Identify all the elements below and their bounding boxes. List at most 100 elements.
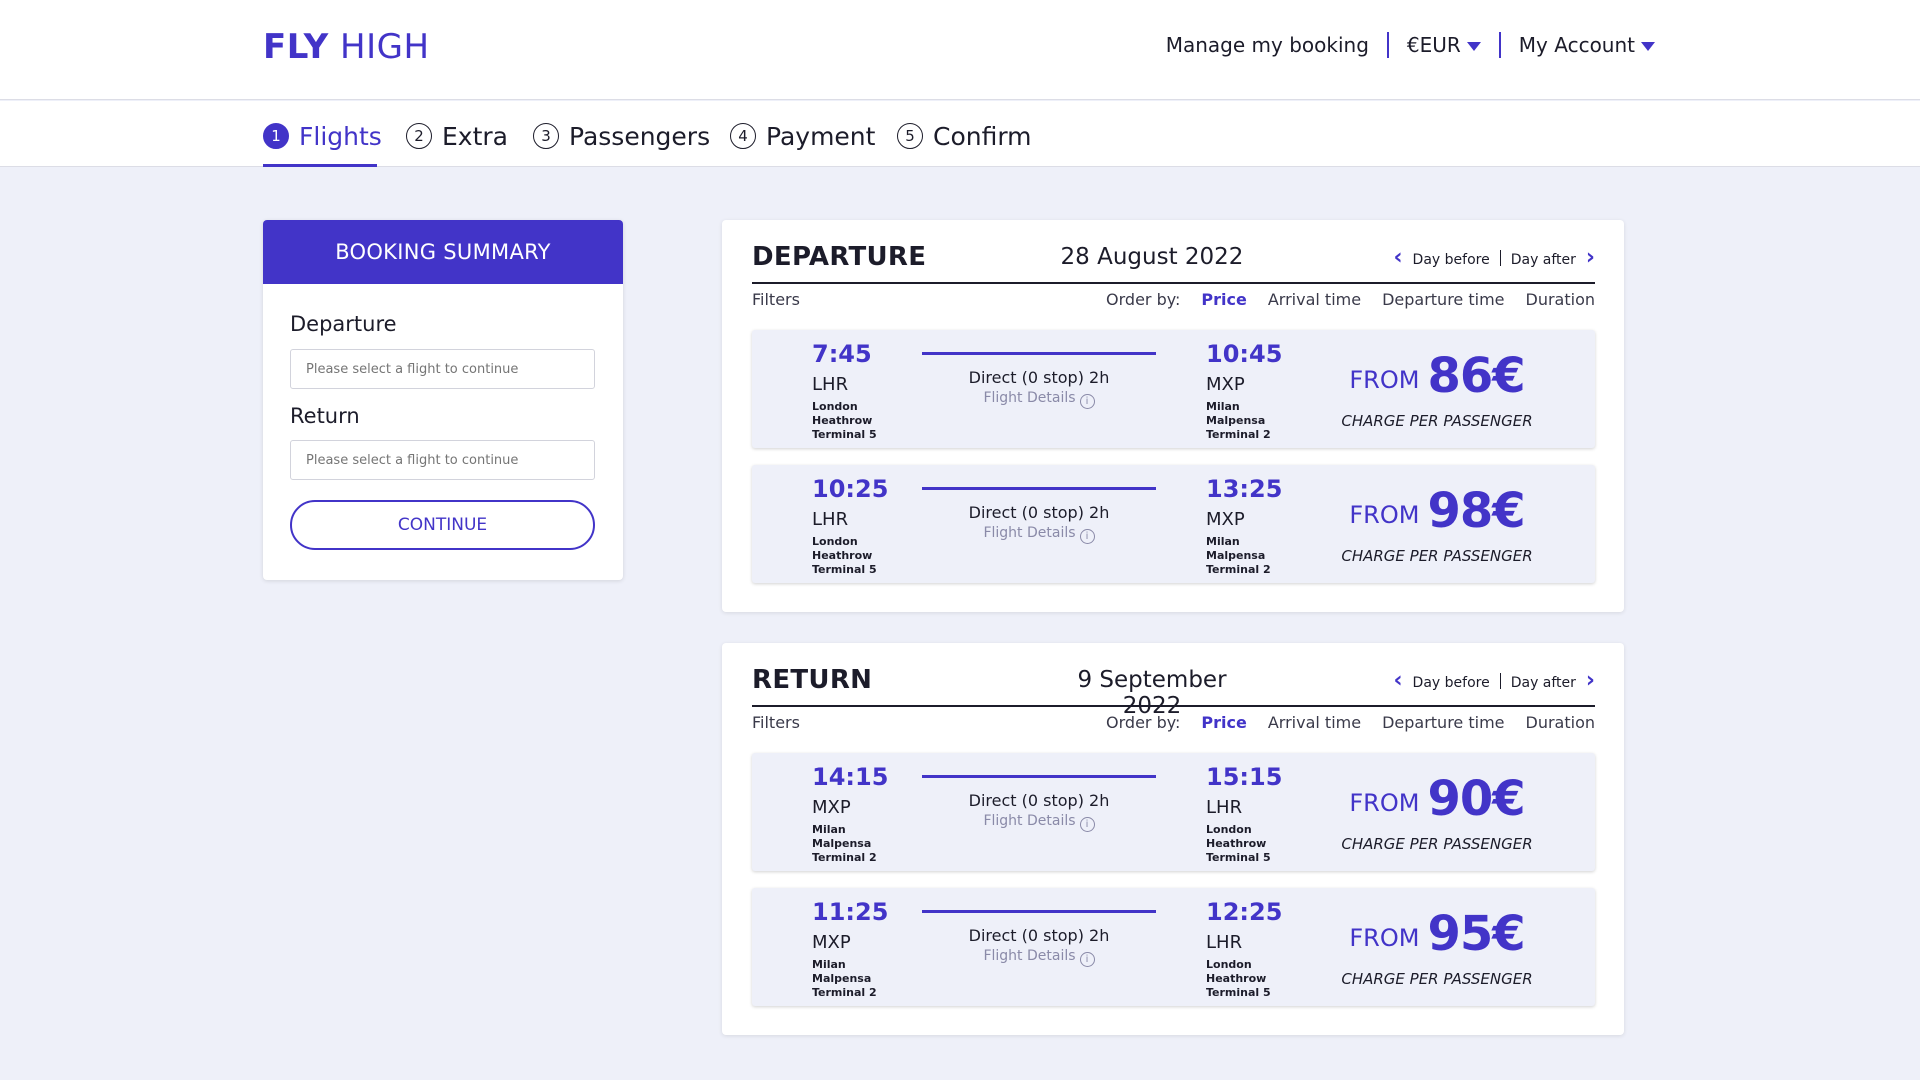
booking-summary: BOOKING SUMMARY Departure Return CONTINU… xyxy=(263,220,623,580)
step-confirm[interactable]: 5 Confirm xyxy=(897,119,1032,153)
manage-booking-link[interactable]: Manage my booking xyxy=(1165,33,1369,57)
chevron-right-icon: › xyxy=(1585,245,1595,270)
step-number: 5 xyxy=(897,123,923,149)
panel-title: RETURN xyxy=(752,665,873,695)
order-by: Order by: Price Arrival time Departure t… xyxy=(1085,713,1595,732)
charge-note: CHARGE PER PASSENGER xyxy=(1341,835,1533,853)
route-line xyxy=(922,775,1156,778)
step-number: 2 xyxy=(406,123,432,149)
departure-panel: DEPARTURE 28 August 2022 ‹ Day before Day… xyxy=(722,220,1624,612)
departure-time: 14:15 xyxy=(812,763,889,791)
stops-duration: Direct (0 stop) 2h xyxy=(968,503,1110,522)
departure-airport-name: Milan Malpensa Terminal 2 xyxy=(812,823,877,864)
day-before-label: Day before xyxy=(1412,675,1490,691)
sort-departure-time[interactable]: Departure time xyxy=(1382,290,1505,309)
filters-link[interactable]: Filters xyxy=(752,713,800,732)
return-field[interactable] xyxy=(290,440,595,480)
arrival-airport-code: MXP xyxy=(1206,374,1245,395)
top-nav: Manage my booking €EUR My Account xyxy=(1166,32,1655,58)
flight-card[interactable]: 10:25 LHR London Heathrow Terminal 5 Direc… xyxy=(752,465,1595,583)
flight-card[interactable]: 14:15 MXP Milan Malpensa Terminal 2 Direct… xyxy=(752,753,1595,871)
day-before-label: Day before xyxy=(1412,252,1490,268)
step-number: 3 xyxy=(533,123,559,149)
flight-card[interactable]: 11:25 MXP Milan Malpensa Terminal 2 Direct… xyxy=(752,888,1595,1006)
departure-time: 10:25 xyxy=(812,475,889,503)
flight-details-link[interactable]: Flight Details i xyxy=(902,390,1176,409)
departure-airport-code: MXP xyxy=(812,932,851,953)
step-number: 4 xyxy=(730,123,756,149)
flight-price: FROM 98€ xyxy=(1349,483,1525,539)
flight-details-link[interactable]: Flight Details i xyxy=(902,525,1176,544)
departure-field[interactable] xyxy=(290,349,595,389)
sort-arrival-time[interactable]: Arrival time xyxy=(1267,713,1362,732)
step-extra[interactable]: 2 Extra xyxy=(406,119,508,153)
departure-airport-name: Milan Malpensa Terminal 2 xyxy=(812,958,877,999)
logo[interactable]: FLY HIGH xyxy=(263,27,430,67)
day-before-button[interactable]: ‹ Day before xyxy=(1393,670,1489,692)
info-icon: i xyxy=(1079,394,1095,409)
step-label: Passengers xyxy=(569,121,711,151)
caret-down-icon xyxy=(1641,42,1655,51)
filters-link[interactable]: Filters xyxy=(752,290,800,309)
sort-price[interactable]: Price xyxy=(1201,290,1247,309)
departure-airport-name: London Heathrow Terminal 5 xyxy=(812,535,877,576)
flight-price: FROM 95€ xyxy=(1349,906,1525,962)
order-by-label: Order by: xyxy=(1106,290,1181,309)
logo-light: HIGH xyxy=(340,27,430,67)
continue-button[interactable]: CONTINUE xyxy=(290,500,595,550)
filter-row: Filters Order by: Price Arrival time Dep… xyxy=(752,290,1595,314)
day-after-button[interactable]: Day after › xyxy=(1511,670,1595,692)
step-number: 1 xyxy=(263,123,289,149)
day-after-button[interactable]: Day after › xyxy=(1511,247,1595,269)
caret-down-icon xyxy=(1466,42,1481,51)
day-navigation: ‹ Day before Day after › xyxy=(1393,247,1595,269)
step-payment[interactable]: 4 Payment xyxy=(730,119,875,153)
arrival-time: 12:25 xyxy=(1206,898,1283,926)
nav-divider xyxy=(1386,32,1389,58)
sort-arrival-time[interactable]: Arrival time xyxy=(1267,290,1362,309)
nav-divider xyxy=(1499,250,1501,266)
charge-note: CHARGE PER PASSENGER xyxy=(1341,412,1533,430)
day-before-button[interactable]: ‹ Day before xyxy=(1393,247,1489,269)
account-dropdown[interactable]: My Account xyxy=(1519,33,1655,57)
day-after-label: Day after xyxy=(1510,252,1576,268)
flight-details-link[interactable]: Flight Details i xyxy=(902,948,1176,967)
sort-duration[interactable]: Duration xyxy=(1525,290,1596,309)
step-flights[interactable]: 1 Flights xyxy=(263,119,382,153)
departure-airport-code: MXP xyxy=(812,797,851,818)
step-label: Confirm xyxy=(933,121,1032,151)
filter-row: Filters Order by: Price Arrival time Dep… xyxy=(752,713,1595,737)
return-panel: RETURN 9 September 2022 ‹ Day before Day … xyxy=(722,643,1624,1035)
flight-details-link[interactable]: Flight Details i xyxy=(902,813,1176,832)
currency-dropdown[interactable]: €EUR xyxy=(1407,33,1481,57)
step-label: Flights xyxy=(299,121,382,151)
arrival-airport-code: LHR xyxy=(1206,797,1243,818)
arrival-airport-name: Milan Malpensa Terminal 2 xyxy=(1206,400,1271,441)
nav-divider xyxy=(1499,673,1501,689)
arrival-airport-code: LHR xyxy=(1206,932,1243,953)
departure-time: 11:25 xyxy=(812,898,889,926)
departure-airport-code: LHR xyxy=(812,509,849,530)
flight-price: FROM 86€ xyxy=(1349,348,1525,404)
stops-duration: Direct (0 stop) 2h xyxy=(968,926,1110,945)
charge-note: CHARGE PER PASSENGER xyxy=(1341,970,1533,988)
info-icon: i xyxy=(1079,529,1095,544)
departure-airport-code: LHR xyxy=(812,374,849,395)
currency-label: €EUR xyxy=(1406,33,1461,57)
stops-duration: Direct (0 stop) 2h xyxy=(968,368,1110,387)
flight-card[interactable]: 7:45 LHR London Heathrow Terminal 5 Direct… xyxy=(752,330,1595,448)
sort-price[interactable]: Price xyxy=(1201,713,1247,732)
step-passengers[interactable]: 3 Passengers xyxy=(533,119,710,153)
info-icon: i xyxy=(1079,817,1095,832)
header: FLY HIGH Manage my booking €EUR My Accou… xyxy=(0,0,1920,100)
day-after-label: Day after xyxy=(1510,675,1576,691)
sort-duration[interactable]: Duration xyxy=(1525,713,1596,732)
day-navigation: ‹ Day before Day after › xyxy=(1393,670,1595,692)
departure-label: Departure xyxy=(290,312,397,336)
panel-header: RETURN 9 September 2022 ‹ Day before Day … xyxy=(752,661,1595,719)
arrival-airport-name: Milan Malpensa Terminal 2 xyxy=(1206,535,1271,576)
nav-divider xyxy=(1498,32,1501,58)
route-line xyxy=(922,910,1156,913)
order-by: Order by: Price Arrival time Departure t… xyxy=(1085,290,1595,309)
sort-departure-time[interactable]: Departure time xyxy=(1382,713,1505,732)
